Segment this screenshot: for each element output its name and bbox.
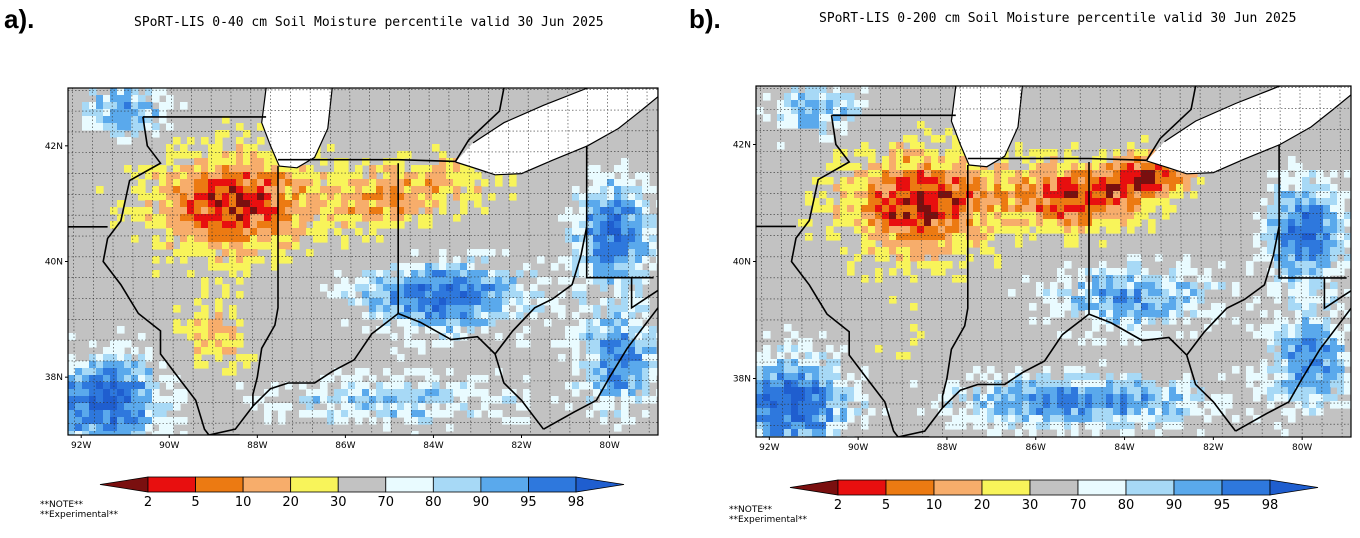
colorbar-segment: [480, 476, 529, 493]
colorbar-segment: [1125, 479, 1175, 496]
colorbar-tick-label: 95: [1214, 498, 1231, 513]
colorbar-segment: [837, 479, 887, 496]
colorbar-tick-label: 20: [282, 495, 299, 510]
colorbar-segment: [385, 476, 434, 493]
colorbar-segment: [1221, 479, 1271, 496]
colorbar-tick-label: 70: [1070, 498, 1087, 513]
lon-label: 92W: [71, 441, 91, 451]
note-label: **NOTE** **Experimental**: [729, 505, 807, 525]
colorbar-tick-label: 80: [1118, 498, 1135, 513]
soil-moisture-map: 42N 40N 38N 92W 90W 88W 86W 84W 82W 80W 2 5 10 20 30 70…: [45, 87, 659, 510]
colorbar-tick-label: 90: [473, 495, 490, 510]
panel-b: b). SPoRT-LIS 0-200 cm Soil Moisture per…: [685, 0, 1360, 538]
lat-label: 42N: [45, 142, 63, 152]
lon-label: 88W: [937, 443, 957, 453]
colorbar-segment: [147, 476, 196, 493]
colorbar-segment: [981, 479, 1031, 496]
lon-label: 90W: [848, 443, 868, 453]
state-boundaries: [756, 86, 1351, 437]
lat-label: 40N: [45, 258, 63, 268]
colorbar-tick-label: 5: [882, 498, 890, 513]
colorbar-segment: [1077, 479, 1127, 496]
colorbar-tick-label: 20: [974, 498, 991, 513]
percentile-field: [756, 86, 1351, 437]
lon-label: 82W: [1203, 443, 1223, 453]
note-line: **NOTE**: [40, 500, 84, 510]
colorbar-segment: [1173, 479, 1223, 496]
lat-label: 42N: [733, 141, 751, 151]
lon-label: 88W: [247, 441, 267, 451]
state-boundaries: [68, 88, 658, 435]
colorbar-segment: [885, 479, 935, 496]
colorbar-tick-label: 10: [926, 498, 943, 513]
county-lines: [68, 88, 658, 435]
colorbar-segment: [242, 476, 292, 493]
colorbar-segment: [528, 476, 577, 493]
colorbar-segment: [432, 476, 482, 493]
colorbar: 2 5 10 20 30 70 80 90 95 98: [99, 476, 625, 510]
panel-label: b).: [689, 4, 721, 34]
lake-michigan: [950, 86, 1023, 168]
colorbar-high-arrow: [575, 476, 625, 493]
colorbar-tick-label: 98: [1262, 498, 1279, 513]
colorbar-segment: [195, 476, 244, 493]
colorbar-segment: [933, 479, 983, 496]
lat-label: 38N: [45, 373, 63, 383]
lake-michigan: [261, 88, 333, 169]
colorbar-tick-label: 80: [425, 495, 442, 510]
panel-a: a). SPoRT-LIS 0-40 cm Soil Moisture perc…: [4, 4, 659, 520]
colorbar-segment: [1029, 479, 1079, 496]
lon-label: 80W: [599, 441, 619, 451]
experimental-line: **Experimental**: [40, 510, 119, 520]
lon-label: 86W: [335, 441, 355, 451]
panel-label: a).: [4, 4, 35, 34]
colorbar-segment: [337, 476, 387, 493]
colorbar: 2 5 10 20 30 70 80 90 95 98: [789, 479, 1319, 513]
percentile-field: [68, 88, 658, 435]
colorbar-tick-label: 5: [191, 495, 199, 510]
lat-label: 38N: [733, 375, 751, 385]
colorbar-tick-label: 70: [378, 495, 395, 510]
note-label: **NOTE** **Experimental**: [40, 500, 118, 520]
lon-label: 90W: [159, 441, 179, 451]
map-title: SPoRT-LIS 0-200 cm Soil Moisture percent…: [819, 11, 1297, 26]
colorbar-tick-label: 90: [1166, 498, 1183, 513]
colorbar-tick-label: 30: [330, 495, 347, 510]
lat-label: 40N: [733, 258, 751, 268]
note-line: **NOTE**: [729, 505, 773, 515]
lon-label: 80W: [1292, 443, 1312, 453]
county-lines: [756, 86, 1351, 437]
colorbar-tick-label: 98: [568, 495, 585, 510]
lon-label: 92W: [759, 443, 779, 453]
lon-label: 84W: [1114, 443, 1134, 453]
soil-moisture-map: 42N 40N 38N 92W 90W 88W 86W 84W 82W 80W 2 5 10 20 30 70…: [733, 85, 1352, 513]
colorbar-high-arrow: [1269, 479, 1319, 496]
colorbar-tick-label: 2: [144, 495, 152, 510]
colorbar-tick-label: 2: [834, 498, 842, 513]
lon-label: 82W: [511, 441, 531, 451]
colorbar-low-arrow: [789, 479, 839, 496]
colorbar-low-arrow: [99, 476, 149, 493]
lon-label: 86W: [1026, 443, 1046, 453]
experimental-line: **Experimental**: [729, 515, 808, 525]
map-title: SPoRT-LIS 0-40 cm Soil Moisture percenti…: [134, 15, 604, 30]
colorbar-tick-label: 30: [1022, 498, 1039, 513]
colorbar-tick-label: 10: [235, 495, 252, 510]
colorbar-segment: [290, 476, 339, 493]
lon-label: 84W: [423, 441, 443, 451]
colorbar-tick-label: 95: [520, 495, 537, 510]
